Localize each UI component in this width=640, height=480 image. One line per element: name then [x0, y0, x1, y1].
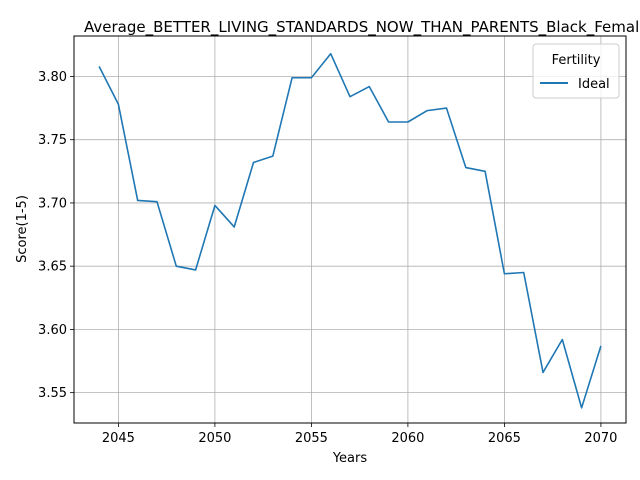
y-axis: 3.55 3.60 3.65 3.70 3.75 3.80: [38, 70, 74, 401]
legend-title: Fertility: [552, 53, 601, 68]
legend-label-ideal: Ideal: [578, 77, 610, 92]
series-layer: [98, 52, 602, 409]
x-tick-label: 2055: [295, 431, 328, 446]
y-axis-label: Score(1-5): [15, 195, 30, 263]
legend: Fertility Ideal: [532, 43, 620, 99]
x-axis-label: Years: [332, 451, 368, 466]
series-line-ideal: [98, 52, 602, 409]
grid: [74, 36, 626, 423]
x-tick-label: 2045: [102, 431, 135, 446]
plot-area-frame: [73, 35, 627, 424]
x-tick-label: 2060: [391, 431, 424, 446]
x-tick-label: 2050: [198, 431, 231, 446]
y-tick-label: 3.60: [38, 323, 67, 338]
y-tick-label: 3.80: [38, 70, 67, 85]
y-tick-label: 3.65: [38, 260, 67, 275]
x-tick-label: 2065: [488, 431, 521, 446]
x-axis: 2045 2050 2055 2060 2065 2070: [102, 423, 617, 446]
y-tick-label: 3.75: [38, 133, 67, 148]
legend-box: [532, 43, 620, 99]
y-tick-label: 3.55: [38, 386, 67, 401]
y-tick-label: 3.70: [38, 196, 67, 211]
x-tick-label: 2070: [584, 431, 617, 446]
chart-title: Average_BETTER_LIVING_STANDARDS_NOW_THAN…: [84, 18, 640, 37]
